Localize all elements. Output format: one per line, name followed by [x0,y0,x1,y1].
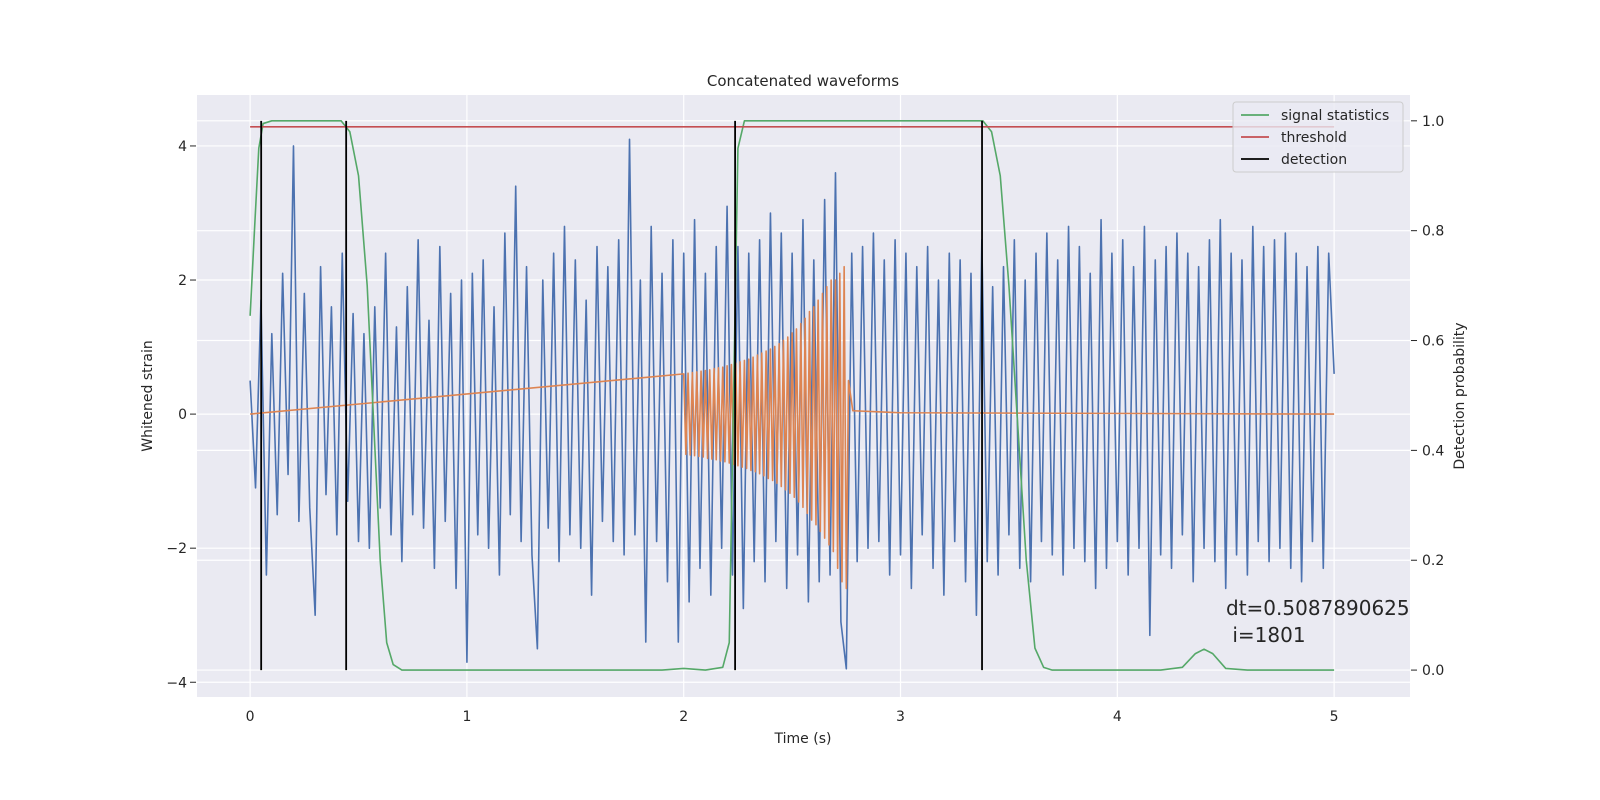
y-tick-label: 0 [178,407,187,423]
y2-axis-label: Detection probability [1452,322,1468,469]
y2-tick-label: 0.6 [1422,334,1444,350]
chart-title: Concatenated waveforms [707,72,899,90]
y2-tick-label: 0.0 [1422,663,1444,679]
y-tick-label: −2 [166,541,187,557]
x-tick-label: 0 [246,709,255,725]
annotation-line: dt=0.5087890625 [1226,596,1410,620]
axes: 0 1 2 3 4 5 −4 −2 0 2 4 0.0 0.2 0.4 0.6 0.8 1.0 [166,114,1444,725]
x-tick-label: 2 [679,709,688,725]
x-tick-label: 1 [462,709,471,725]
y-tick-label: −4 [166,675,187,691]
legend-label: signal statistics [1281,108,1389,124]
legend-box [1232,101,1404,173]
y-tick-label: 4 [178,139,187,155]
x-tick-label: 3 [896,709,905,725]
y-tick-label: 2 [178,273,187,289]
y2-tick-label: 0.4 [1422,443,1444,459]
y2-tick-label: 0.2 [1422,553,1444,569]
series-line [249,138,1335,670]
legend-label: detection [1281,152,1347,168]
series-line [250,265,1335,590]
plot-lines [249,120,1335,671]
y2-tick-label: 1.0 [1422,114,1444,130]
legend-label: threshold [1281,130,1347,146]
y2-tick-label: 0.8 [1422,224,1444,240]
x-tick-label: 5 [1330,709,1339,725]
y-axis-label: Whitened strain [140,340,156,451]
series-line [249,120,1335,671]
x-axis-label: Time (s) [774,731,832,747]
x-tick-label: 4 [1113,709,1122,725]
annotation-line: i=1801 [1226,623,1306,647]
legend: signal statistics threshold detection [1232,101,1404,173]
